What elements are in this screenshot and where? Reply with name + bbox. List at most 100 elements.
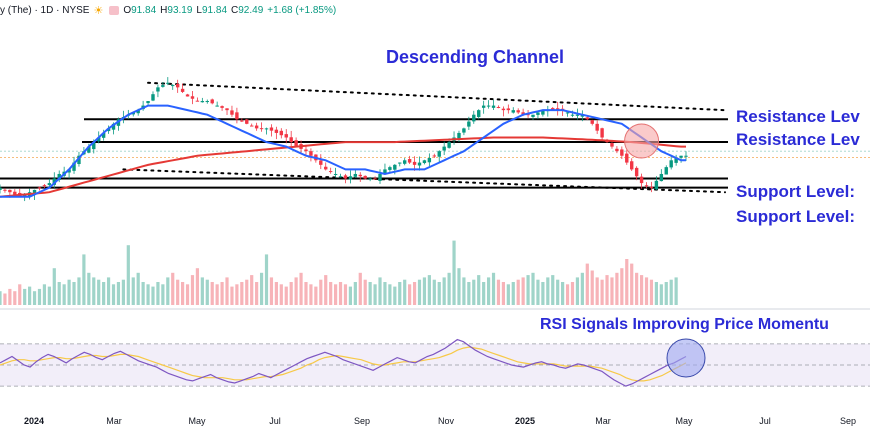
volume-bar <box>23 288 27 305</box>
candle-body <box>610 142 614 147</box>
symbol-header: y (The) · 1D · NYSE ☀ O91.84 H93.19 L91.… <box>0 2 336 18</box>
candle-body <box>284 134 288 138</box>
symbol-name[interactable]: y (The) · 1D · NYSE <box>0 4 90 16</box>
volume-bar <box>185 284 190 305</box>
candle-body <box>669 160 673 168</box>
volume-bar <box>274 282 278 305</box>
candle-body <box>639 176 644 184</box>
volume-bar <box>52 268 56 305</box>
candle-body <box>402 160 407 164</box>
volume-bar <box>62 284 66 305</box>
volume-bar <box>536 279 540 305</box>
volume-bar <box>417 279 422 305</box>
candle-body <box>383 169 387 174</box>
volume-bar <box>289 282 293 305</box>
candle-body <box>570 114 575 116</box>
candle-body <box>37 187 42 189</box>
x-tick-label: Mar <box>595 416 611 426</box>
volume-bar <box>284 286 288 305</box>
volume-bar <box>329 282 333 305</box>
volume-bar <box>181 282 185 305</box>
volume-bar <box>605 275 609 305</box>
volume-bar <box>141 282 145 305</box>
candle-body <box>215 105 219 107</box>
candle-body <box>13 191 17 195</box>
rsi-band-layer <box>0 150 870 387</box>
candle-body <box>338 176 343 178</box>
candle-body <box>166 82 170 84</box>
candle-body <box>8 189 12 193</box>
resistance-label-2: Resistance Lev <box>736 130 860 149</box>
volume-bar <box>556 279 560 305</box>
volume-bar <box>368 282 372 305</box>
volume-bar <box>432 279 436 305</box>
open-value: O91.84 <box>123 4 157 16</box>
volume-bar <box>452 240 456 305</box>
volume-bar <box>230 286 234 305</box>
volume-bar <box>630 263 634 305</box>
volume-bar <box>644 277 649 305</box>
volume-bar <box>526 275 530 305</box>
x-tick-label: 2025 <box>514 416 536 426</box>
candle-body <box>161 85 165 87</box>
volume-bar <box>654 282 658 305</box>
volume-bar <box>190 275 195 305</box>
candle-body <box>506 108 511 111</box>
candle-body <box>235 112 239 120</box>
candle-body <box>630 161 634 170</box>
volume-bar <box>620 268 624 305</box>
x-tick-label: May <box>675 416 693 426</box>
support-label-1: Support Level: <box>736 182 856 201</box>
candle-body <box>171 85 175 87</box>
candle-body <box>175 83 180 88</box>
rsi-label: RSI Signals Improving Price Momentu <box>540 316 829 333</box>
volume-bar <box>57 282 61 305</box>
candle-body <box>220 106 224 108</box>
volume-bar <box>669 279 673 305</box>
volume-bar <box>67 279 71 305</box>
candle-body <box>620 149 624 156</box>
volume-bar <box>146 284 150 305</box>
wave-icon <box>109 5 120 15</box>
channel-label: Descending Channel <box>386 47 565 67</box>
volume-bar <box>116 282 121 305</box>
volume-bar <box>3 293 7 305</box>
x-tick-label: 2024 <box>23 416 45 426</box>
volume-bar <box>595 277 599 305</box>
candle-body <box>491 105 496 108</box>
candle-body <box>195 100 200 102</box>
candle-body <box>457 132 461 139</box>
volume-bar <box>511 282 515 305</box>
volume-bar <box>457 268 461 305</box>
candle-body <box>151 94 155 101</box>
volume-bar <box>195 268 200 305</box>
volume-bar <box>358 272 362 305</box>
volume-bar <box>412 282 417 305</box>
volume-bar <box>200 277 204 305</box>
volume-bar <box>333 284 338 305</box>
volume-bar <box>580 272 584 305</box>
volume-bar <box>467 282 471 305</box>
candle-body <box>72 162 76 171</box>
volume-bar <box>353 282 357 305</box>
candle-body <box>516 110 520 113</box>
volume-bar <box>462 277 466 305</box>
volume-bar <box>269 277 274 305</box>
volume-layer <box>0 240 678 305</box>
candle-body <box>47 183 52 186</box>
x-tick-label: Jul <box>759 416 771 426</box>
candle-body <box>373 178 377 180</box>
channel-upper-line <box>147 81 726 112</box>
candle-body <box>363 175 367 179</box>
candle-body <box>398 162 402 164</box>
candle-body <box>393 164 397 170</box>
candle-body <box>279 130 284 136</box>
candle-body <box>531 114 535 117</box>
candle-body <box>57 173 61 180</box>
channel-lower-line <box>122 168 726 194</box>
rsi-highlight-circle <box>666 338 706 378</box>
volume-bar <box>304 282 308 305</box>
candle-body <box>67 169 71 173</box>
volume-bar <box>659 284 663 305</box>
